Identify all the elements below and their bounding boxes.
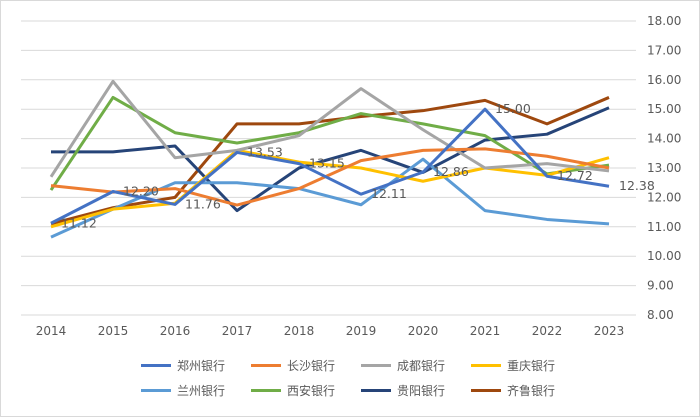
x-tick-label: 2020 xyxy=(408,324,439,338)
y-tick-label: 11.00 xyxy=(647,220,681,234)
legend-swatch xyxy=(141,364,171,367)
series-line xyxy=(50,147,610,207)
y-tick-label: 12.00 xyxy=(647,190,681,204)
y-tick-label: 14.00 xyxy=(647,132,681,146)
x-tick-label: 2015 xyxy=(98,324,129,338)
legend-swatch xyxy=(361,389,391,392)
legend-label: 贵阳银行 xyxy=(397,384,446,398)
y-tick-label: 15.00 xyxy=(647,102,681,116)
legend-label: 西安银行 xyxy=(287,384,336,398)
legend-label: 郑州银行 xyxy=(177,359,226,373)
legend-swatch xyxy=(141,389,171,392)
data-label: 11.76 xyxy=(185,196,221,211)
y-tick-label: 16.00 xyxy=(647,73,681,87)
legend-item: 成都银行 xyxy=(361,357,471,374)
x-tick-label: 2016 xyxy=(160,324,191,338)
x-tick-label: 2022 xyxy=(532,324,563,338)
data-label: 13.53 xyxy=(247,144,283,159)
legend-label: 长沙银行 xyxy=(287,359,336,373)
series-line xyxy=(50,107,610,225)
data-label: 12.86 xyxy=(433,164,469,179)
data-label: 12.11 xyxy=(371,186,407,201)
legend-swatch xyxy=(361,364,391,367)
x-tick-label: 2021 xyxy=(470,324,501,338)
data-label: 13.15 xyxy=(309,156,345,171)
data-label: 12.20 xyxy=(123,184,159,199)
y-tick-label: 18.00 xyxy=(647,14,681,28)
legend-item: 西安银行 xyxy=(251,382,361,399)
legend-item: 郑州银行 xyxy=(141,357,251,374)
legend-swatch xyxy=(251,389,281,392)
legend-swatch xyxy=(471,389,501,392)
x-tick-label: 2017 xyxy=(222,324,253,338)
legend-label: 重庆银行 xyxy=(507,359,556,373)
legend-label: 齐鲁银行 xyxy=(507,384,556,398)
series-line xyxy=(50,157,610,239)
legend-item: 长沙银行 xyxy=(251,357,361,374)
legend-swatch xyxy=(471,364,501,367)
y-tick-label: 9.00 xyxy=(647,279,674,293)
legend-swatch xyxy=(251,364,281,367)
legend: 郑州银行 长沙银行 成都银行 重庆银行兰州银行 西安银行 贵阳银行 齐鲁银行 xyxy=(141,357,581,399)
y-tick-label: 13.00 xyxy=(647,161,681,175)
legend-item: 贵阳银行 xyxy=(361,382,471,399)
legend-item: 兰州银行 xyxy=(141,382,251,399)
series-line xyxy=(49,79,610,178)
series-line xyxy=(50,148,610,229)
y-tick-label: 17.00 xyxy=(647,43,681,57)
series-line xyxy=(51,106,610,213)
legend-label: 兰州银行 xyxy=(177,384,226,398)
legend-item: 重庆银行 xyxy=(471,357,581,374)
legend-item: 齐鲁银行 xyxy=(471,382,581,399)
data-label: 15.00 xyxy=(495,101,531,116)
legend-label: 成都银行 xyxy=(397,359,446,373)
y-tick-label: 8.00 xyxy=(647,308,674,322)
series-line xyxy=(50,96,610,226)
y-tick-label: 10.00 xyxy=(647,249,681,263)
x-tick-label: 2023 xyxy=(594,324,625,338)
x-tick-label: 2014 xyxy=(36,324,67,338)
series-line xyxy=(49,95,610,191)
data-label: 11.12 xyxy=(61,215,97,230)
chart-plot: 8.00 9.00 10.00 11.00 12.00 13.00 14.00 15.00 16… xyxy=(21,14,681,338)
x-tick-label: 2019 xyxy=(346,324,377,338)
x-tick-label: 2018 xyxy=(284,324,315,338)
data-label: 12.72 xyxy=(557,168,593,183)
data-label: 12.38 xyxy=(619,178,655,193)
